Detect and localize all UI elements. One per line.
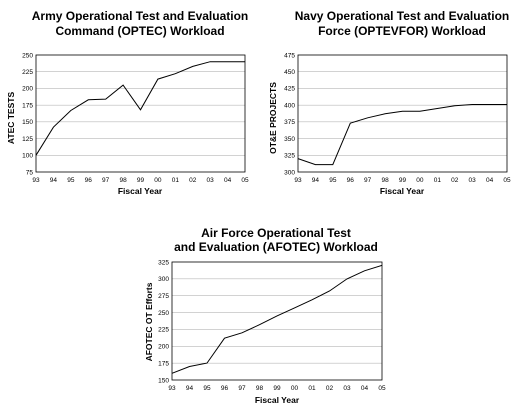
- airforce-x-tick-label: 94: [186, 385, 194, 392]
- navy-y-tick-label: 425: [284, 86, 295, 93]
- army-x-tick-label: 01: [172, 177, 180, 184]
- airforce-series-line: [171, 264, 383, 374]
- navy-y-tick-label: 400: [284, 102, 295, 109]
- airforce-y-tick-label: 300: [158, 276, 169, 283]
- airforce-x-tick-label: 93: [168, 385, 176, 392]
- army-y-tick-label: 200: [22, 86, 33, 93]
- airforce-x-tick-label: 04: [361, 385, 369, 392]
- army-y-tick-label: 75: [26, 169, 34, 176]
- navy-x-tick-label: 97: [364, 177, 372, 184]
- airforce-y-tick-label: 175: [158, 360, 169, 367]
- navy-x-tick-label: 96: [347, 177, 355, 184]
- navy-y-axis-label: OT&E PROJECTS: [268, 82, 278, 154]
- army-plot: 75 100 125 150 175 200 225 250 93 94 95 96 97 98 99 00 0…: [22, 52, 249, 184]
- army-series-line: [35, 61, 245, 156]
- airforce-y-tick-label: 275: [158, 293, 169, 300]
- navy-x-tick-label: 03: [469, 177, 477, 184]
- army-chart-title-line-1: Army Operational Test and Evaluation: [32, 9, 249, 23]
- navy-y-tick-label: 375: [284, 119, 295, 126]
- airforce-x-tick-label: 98: [256, 385, 264, 392]
- army-y-tick-label: 100: [22, 153, 33, 160]
- navy-y-tick-label: 450: [284, 69, 295, 76]
- airforce-plot-frame: [171, 261, 383, 381]
- army-y-tick-label: 250: [22, 52, 33, 59]
- army-x-axis-label: Fiscal Year: [118, 186, 163, 196]
- navy-x-tick-label: 98: [381, 177, 389, 184]
- army-x-tick-label: 02: [189, 177, 197, 184]
- navy-x-axis-label: Fiscal Year: [380, 186, 425, 196]
- airforce-y-tick-label: 250: [158, 310, 169, 317]
- army-x-tick-label: 00: [154, 177, 162, 184]
- army-x-tick-label: 99: [137, 177, 145, 184]
- airforce-x-tick-label: 00: [291, 385, 299, 392]
- airforce-x-tick-label: 97: [238, 385, 246, 392]
- army-y-tick-label: 125: [22, 136, 33, 143]
- navy-x-tick-label: 01: [434, 177, 442, 184]
- army-chart-title-line-2: Command (OPTEC) Workload: [55, 24, 224, 38]
- navy-chart: Navy Operational Test and Evaluation For…: [268, 9, 511, 196]
- navy-x-tick-label: 00: [416, 177, 424, 184]
- navy-plot: 300 325 350 375 400 425 450 475 93 94 95 96 97 98 99 00…: [284, 52, 511, 184]
- airforce-x-tick-label: 05: [378, 385, 386, 392]
- airforce-x-axis-label: Fiscal Year: [255, 395, 300, 405]
- navy-x-tick-label: 04: [486, 177, 494, 184]
- army-y-axis-label: ATEC TESTS: [6, 92, 16, 145]
- airforce-y-axis-label: AFOTEC OT Efforts: [144, 282, 154, 361]
- navy-x-tick-label: 99: [399, 177, 407, 184]
- airforce-x-tick-label: 95: [203, 385, 211, 392]
- airforce-x-tick-label: 03: [343, 385, 351, 392]
- army-y-tick-label: 175: [22, 102, 33, 109]
- army-y-tick-label: 150: [22, 119, 33, 126]
- navy-y-tick-label: 350: [284, 136, 295, 143]
- army-plot-frame: [35, 54, 246, 173]
- army-x-tick-label: 95: [67, 177, 75, 184]
- airforce-plot: 150 175 200 225 250 275 300 325 93 94 95 96 97 98 99 00…: [158, 259, 386, 392]
- army-x-tick-label: 03: [207, 177, 215, 184]
- airforce-chart-title-line-2: and Evaluation (AFOTEC) Workload: [174, 240, 378, 254]
- airforce-x-tick-label: 01: [308, 385, 316, 392]
- army-x-tick-label: 96: [85, 177, 93, 184]
- army-x-tick-label: 04: [224, 177, 232, 184]
- navy-series-line: [297, 104, 507, 166]
- navy-x-tick-label: 93: [294, 177, 302, 184]
- airforce-x-tick-label: 99: [273, 385, 281, 392]
- airforce-y-tick-label: 200: [158, 344, 169, 351]
- airforce-x-tick-label: 02: [326, 385, 334, 392]
- army-x-tick-label: 98: [119, 177, 127, 184]
- navy-chart-title-line-1: Navy Operational Test and Evaluation: [295, 9, 510, 23]
- navy-chart-title-line-2: Force (OPTEVFOR) Workload: [318, 24, 486, 38]
- navy-x-tick-label: 05: [503, 177, 511, 184]
- army-chart: Army Operational Test and Evaluation Com…: [6, 9, 249, 196]
- navy-x-tick-label: 95: [329, 177, 337, 184]
- army-x-tick-label: 94: [50, 177, 58, 184]
- navy-y-tick-label: 300: [284, 169, 295, 176]
- airforce-y-tick-label: 150: [158, 377, 169, 384]
- navy-plot-frame: [297, 54, 508, 173]
- navy-y-tick-label: 475: [284, 52, 295, 59]
- airforce-y-tick-label: 325: [158, 259, 169, 266]
- army-x-tick-label: 05: [241, 177, 249, 184]
- airforce-x-tick-label: 96: [221, 385, 229, 392]
- navy-x-tick-label: 94: [312, 177, 320, 184]
- army-x-tick-label: 93: [32, 177, 40, 184]
- airforce-y-tick-label: 225: [158, 327, 169, 334]
- army-x-tick-label: 97: [102, 177, 110, 184]
- airforce-chart-title-line-1: Air Force Operational Test: [201, 226, 351, 240]
- army-y-tick-label: 225: [22, 69, 33, 76]
- navy-x-tick-label: 02: [451, 177, 459, 184]
- navy-y-tick-label: 325: [284, 153, 295, 160]
- airforce-chart: Air Force Operational Test and Evaluatio…: [144, 226, 386, 405]
